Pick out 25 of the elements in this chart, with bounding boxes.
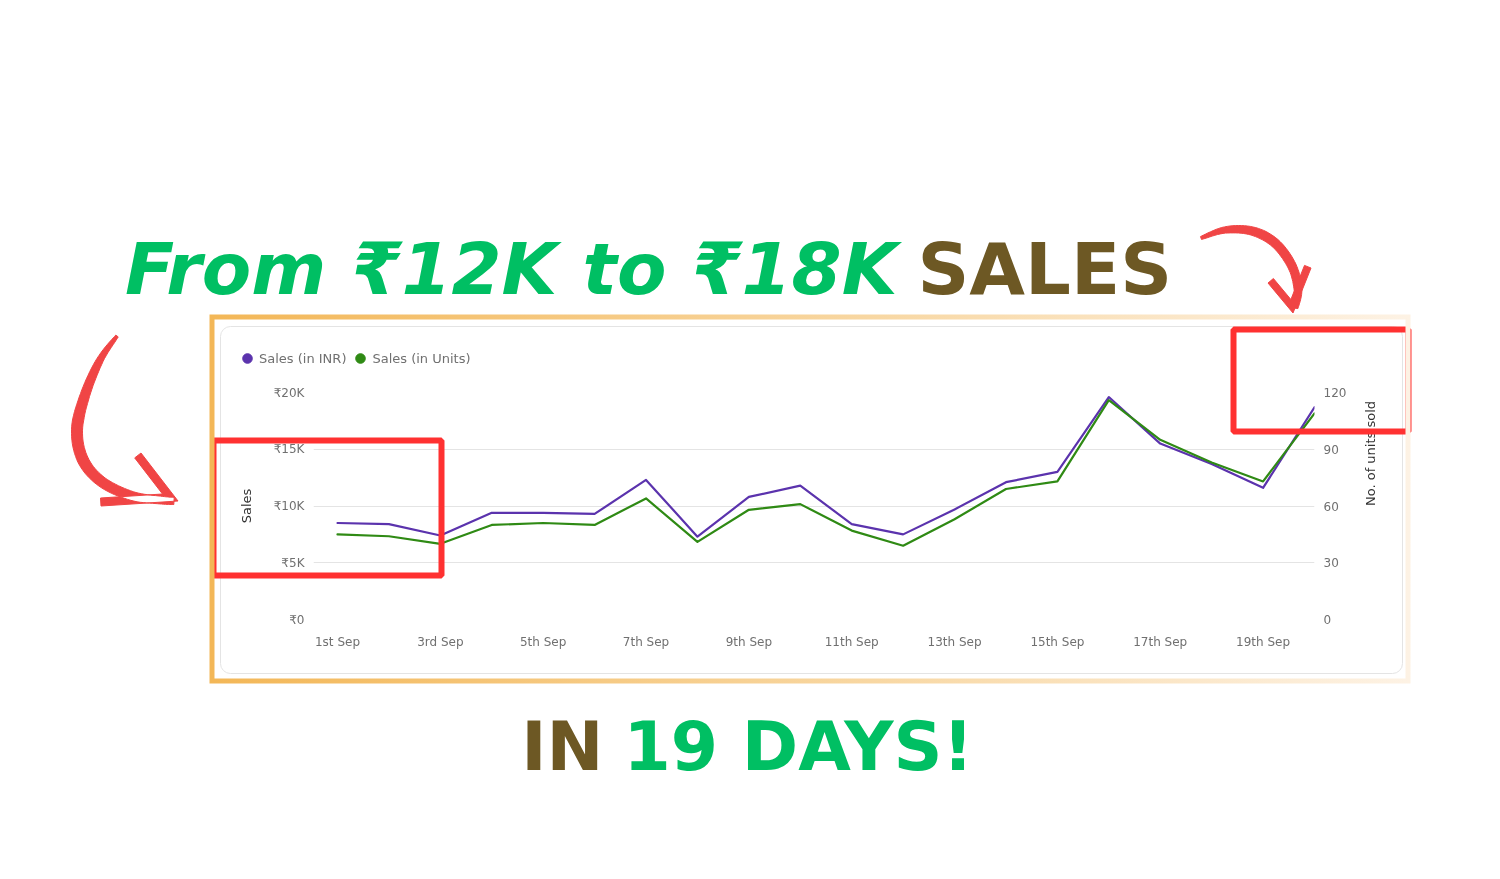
y2-tick-label: 120: [1323, 386, 1347, 400]
y-tick-label: ₹5K: [281, 555, 306, 570]
x-tick-label: 5th Sep: [520, 634, 567, 649]
legend-label: Sales (in INR): [259, 350, 347, 366]
x-tick-label: 7th Sep: [622, 634, 670, 649]
legend-label: Sales (in Units): [372, 350, 471, 366]
y-axis-title: Sales: [238, 488, 254, 524]
x-tick-label: 3rd Sep: [417, 634, 464, 649]
y-tick-label: ₹0: [289, 612, 305, 627]
x-tick-label: 19th Sep: [1236, 634, 1291, 649]
chart-title: From ₹12K to ₹18K SALES: [124, 226, 1172, 311]
y-tick-label: ₹15K: [273, 442, 306, 457]
y2-tick-label: 30: [1323, 556, 1339, 571]
x-tick-label: 17th Sep: [1133, 634, 1188, 649]
x-tick-label: 11th Sep: [824, 634, 879, 649]
y-tick-label: ₹20K: [273, 385, 306, 400]
y-tick-label: ₹10K: [273, 499, 306, 513]
y2-tick-label: 60: [1323, 499, 1339, 514]
x-tick-label: 15th Sep: [1030, 634, 1085, 649]
text: IN 19 DAYS!: [521, 707, 974, 786]
x-tick-label: 1st Sep: [314, 634, 361, 649]
y2-tick-label: 90: [1323, 442, 1339, 457]
y2-tick-label: 0: [1323, 613, 1332, 627]
x-tick-label: 13th Sep: [927, 634, 982, 649]
x-tick-label: 9th Sep: [725, 634, 773, 649]
